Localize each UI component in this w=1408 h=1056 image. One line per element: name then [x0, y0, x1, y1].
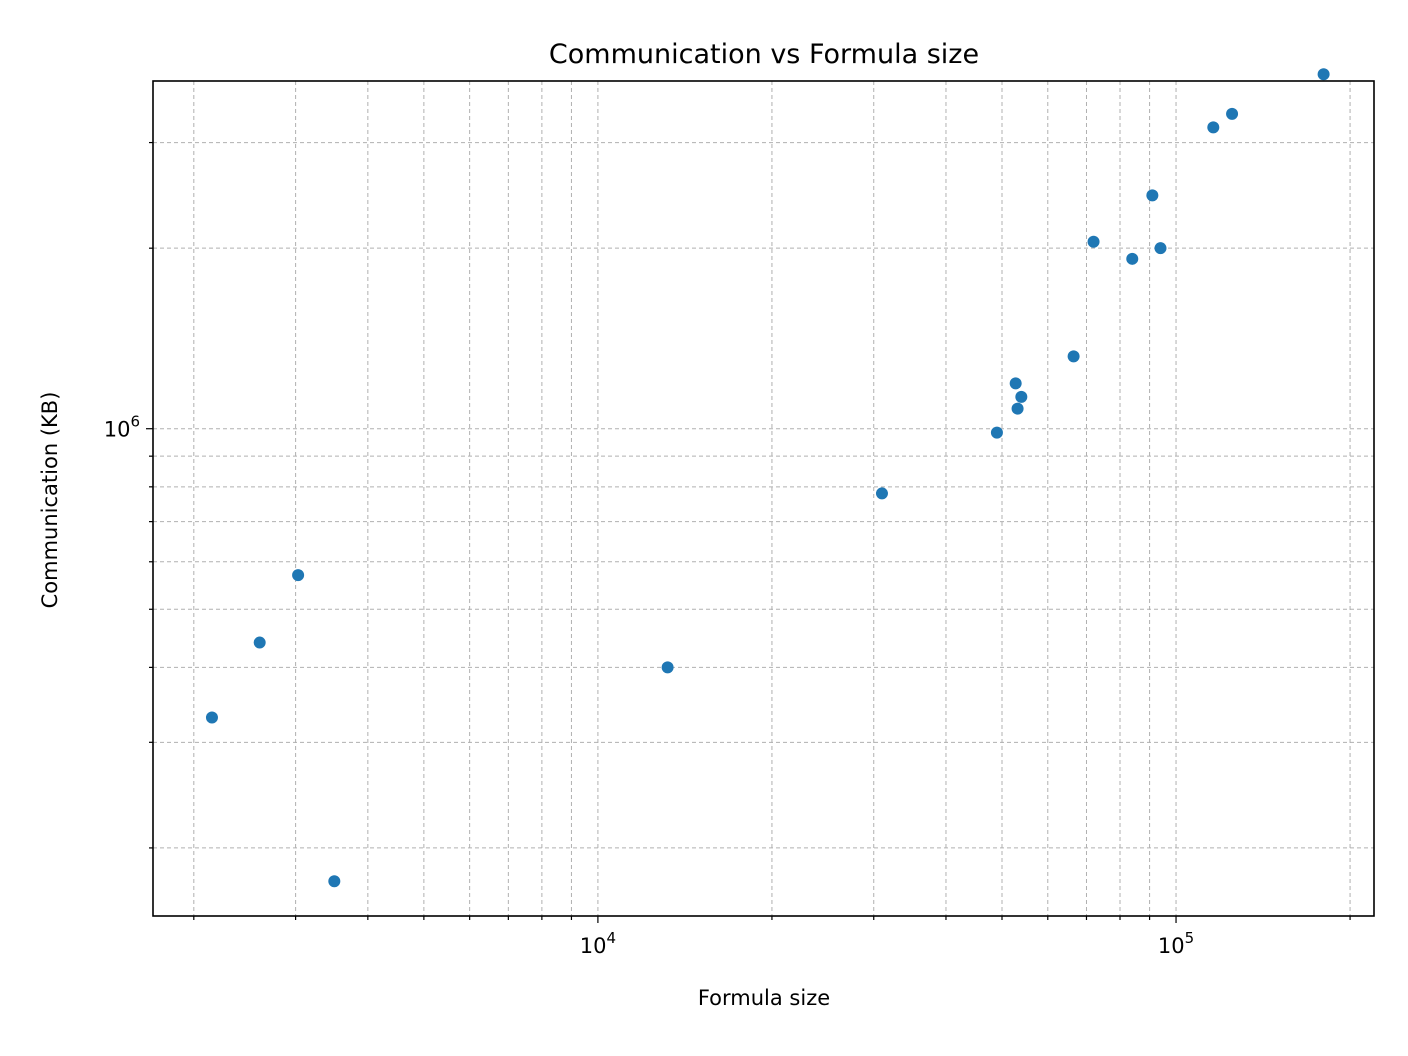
chart-title: Communication vs Formula size	[549, 39, 979, 70]
x-axis-label: Formula size	[698, 986, 830, 1010]
data-point	[661, 661, 674, 674]
data-point	[1011, 402, 1024, 415]
data-point	[292, 569, 305, 582]
x-tick-label: 104	[580, 929, 616, 958]
data-point	[1226, 107, 1239, 120]
data-point	[1317, 68, 1330, 81]
data-point	[1087, 235, 1100, 248]
x-tick-label: 105	[1158, 929, 1194, 958]
y-axis-label: Communication (KB)	[38, 392, 62, 609]
x-tick-exponent: 5	[1185, 929, 1195, 947]
y-tick-label: 106	[104, 413, 140, 442]
y-tick-base: 10	[104, 418, 131, 442]
x-tick-base: 10	[580, 934, 607, 958]
x-tick-exponent: 4	[606, 929, 616, 947]
plot-frame	[152, 80, 1375, 917]
y-tick-exponent: 6	[130, 413, 140, 431]
data-point	[1067, 350, 1080, 363]
data-point	[328, 875, 341, 888]
data-point	[1009, 377, 1022, 390]
data-points	[205, 68, 1330, 888]
grid	[153, 81, 1374, 916]
data-point	[1015, 390, 1028, 403]
data-point	[1126, 252, 1139, 265]
data-point	[205, 711, 218, 724]
data-point	[253, 636, 266, 649]
data-point	[1207, 121, 1220, 134]
data-point	[990, 426, 1003, 439]
x-tick-base: 10	[1158, 934, 1185, 958]
data-point	[1146, 189, 1159, 202]
data-point	[1154, 242, 1167, 255]
data-point	[875, 487, 888, 500]
